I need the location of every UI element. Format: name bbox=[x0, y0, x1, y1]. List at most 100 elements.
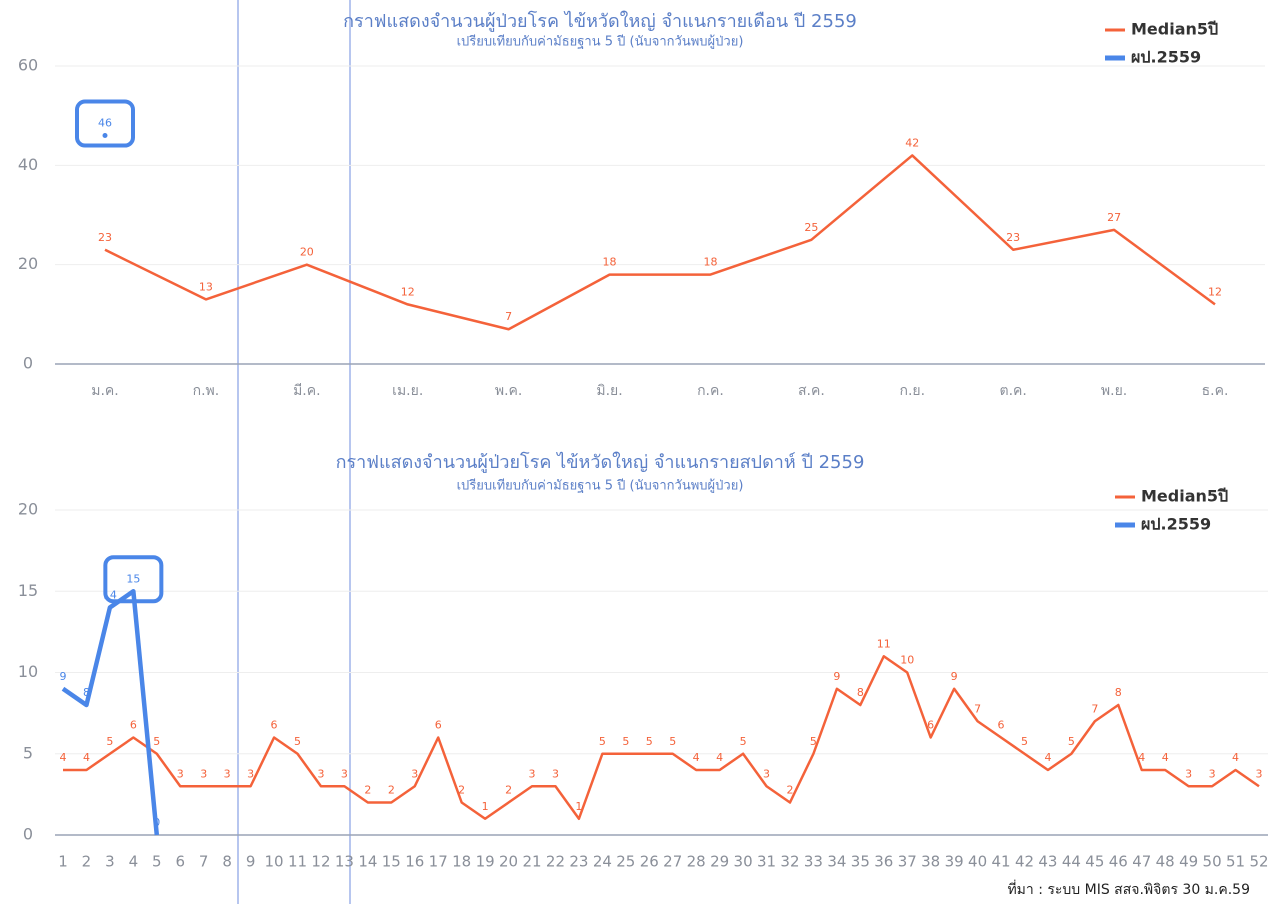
data-label: 3 bbox=[552, 767, 559, 780]
data-label: 0 bbox=[153, 816, 160, 829]
x-tick-label: พ.ค. bbox=[495, 383, 523, 399]
data-label: 5 bbox=[599, 735, 606, 748]
x-tick-label: 49 bbox=[1179, 853, 1198, 871]
data-label: 4 bbox=[693, 751, 700, 764]
data-label: 3 bbox=[247, 767, 254, 780]
data-label: 9 bbox=[951, 670, 958, 683]
data-label: 9 bbox=[60, 670, 67, 683]
x-tick-label: 28 bbox=[687, 853, 706, 871]
x-tick-label: 19 bbox=[476, 853, 495, 871]
x-tick-label: ก.พ. bbox=[193, 383, 220, 399]
legend-label: Median5ปี bbox=[1131, 20, 1218, 39]
data-label: 3 bbox=[200, 767, 207, 780]
data-label: 8 bbox=[83, 686, 90, 699]
x-tick-label: ส.ค. bbox=[798, 383, 825, 399]
series-line bbox=[63, 655, 1260, 820]
data-label: 9 bbox=[833, 670, 840, 683]
x-tick-label: 43 bbox=[1038, 853, 1057, 871]
data-label: 5 bbox=[153, 735, 160, 748]
x-tick-label: 47 bbox=[1132, 853, 1151, 871]
x-tick-label: 12 bbox=[311, 853, 330, 871]
data-label: 20 bbox=[300, 246, 314, 259]
data-label: 6 bbox=[435, 719, 442, 732]
x-tick-label: 6 bbox=[175, 853, 185, 871]
y-tick-label: 15 bbox=[18, 581, 38, 600]
x-tick-label: ก.ย. bbox=[899, 383, 925, 399]
data-label: 4 bbox=[1138, 751, 1145, 764]
x-tick-label: 1 bbox=[58, 853, 68, 871]
data-label: 3 bbox=[317, 767, 324, 780]
x-tick-label: 3 bbox=[105, 853, 115, 871]
data-label: 3 bbox=[224, 767, 231, 780]
data-label: 5 bbox=[106, 735, 113, 748]
series-line bbox=[61, 589, 160, 836]
x-tick-label: 37 bbox=[898, 853, 917, 871]
x-tick-label: พ.ย. bbox=[1101, 383, 1127, 399]
x-tick-label: 30 bbox=[734, 853, 753, 871]
x-tick-label: ต.ค. bbox=[1000, 383, 1027, 399]
x-tick-label: 10 bbox=[265, 853, 284, 871]
data-label: 4 bbox=[1232, 751, 1239, 764]
data-label: 7 bbox=[505, 310, 512, 323]
data-label: 11 bbox=[877, 637, 891, 650]
x-tick-label: 52 bbox=[1249, 853, 1268, 871]
data-label: 1 bbox=[575, 800, 582, 813]
highlight-box bbox=[75, 99, 135, 148]
x-tick-label: 44 bbox=[1062, 853, 1081, 871]
x-tick-label: 15 bbox=[382, 853, 401, 871]
x-tick-label: 35 bbox=[851, 853, 870, 871]
data-label: 3 bbox=[763, 767, 770, 780]
x-tick-label: 13 bbox=[335, 853, 354, 871]
x-tick-label: 22 bbox=[546, 853, 565, 871]
data-label: 4 bbox=[1162, 751, 1169, 764]
x-tick-label: 33 bbox=[804, 853, 823, 871]
y-tick-label: 20 bbox=[18, 500, 38, 519]
chart-title: กราฟแสดงจำนวนผู้ป่วยโรค ไข้หวัดใหญ่ จำแน… bbox=[336, 451, 865, 473]
x-tick-label: 41 bbox=[991, 853, 1010, 871]
y-tick-label: 5 bbox=[23, 743, 33, 762]
data-label: 7 bbox=[1091, 702, 1098, 715]
x-tick-label: 46 bbox=[1109, 853, 1128, 871]
x-tick-label: 18 bbox=[452, 853, 471, 871]
x-tick-label: 27 bbox=[663, 853, 682, 871]
data-label: 5 bbox=[1021, 735, 1028, 748]
data-label: 5 bbox=[669, 735, 676, 748]
data-label: 6 bbox=[130, 719, 137, 732]
data-label: 3 bbox=[411, 767, 418, 780]
x-tick-label: 24 bbox=[593, 853, 612, 871]
x-tick-label: 7 bbox=[199, 853, 209, 871]
x-tick-label: 32 bbox=[780, 853, 799, 871]
highlight-box bbox=[103, 555, 164, 604]
data-label: 8 bbox=[857, 686, 864, 699]
x-tick-label: 11 bbox=[288, 853, 307, 871]
data-label: 5 bbox=[622, 735, 629, 748]
x-tick-label: 16 bbox=[405, 853, 424, 871]
data-label: 1 bbox=[482, 800, 489, 813]
x-tick-label: 51 bbox=[1226, 853, 1245, 871]
y-tick-label: 60 bbox=[18, 56, 38, 75]
x-tick-label: 34 bbox=[827, 853, 846, 871]
data-label: 2 bbox=[364, 784, 371, 797]
data-label: 6 bbox=[927, 719, 934, 732]
x-tick-label: 2 bbox=[82, 853, 92, 871]
data-label: 3 bbox=[1209, 767, 1216, 780]
data-label: 18 bbox=[603, 256, 617, 269]
x-tick-label: 45 bbox=[1085, 853, 1104, 871]
x-tick-label: 17 bbox=[429, 853, 448, 871]
data-label: 2 bbox=[505, 784, 512, 797]
data-label: 3 bbox=[341, 767, 348, 780]
data-label: 4 bbox=[716, 751, 723, 764]
data-label: 4 bbox=[1044, 751, 1051, 764]
data-label: 5 bbox=[646, 735, 653, 748]
x-tick-label: ธ.ค. bbox=[1202, 383, 1229, 399]
x-tick-label: 29 bbox=[710, 853, 729, 871]
x-tick-label: ม.ค. bbox=[91, 383, 119, 399]
data-label: 3 bbox=[1185, 767, 1192, 780]
y-tick-label: 10 bbox=[18, 662, 38, 681]
data-label: 12 bbox=[1208, 285, 1222, 298]
data-label: 3 bbox=[177, 767, 184, 780]
data-label: 5 bbox=[1068, 735, 1075, 748]
chart-title: กราฟแสดงจำนวนผู้ป่วยโรค ไข้หวัดใหญ่ จำแน… bbox=[343, 10, 857, 32]
data-label: 15 bbox=[126, 572, 140, 585]
